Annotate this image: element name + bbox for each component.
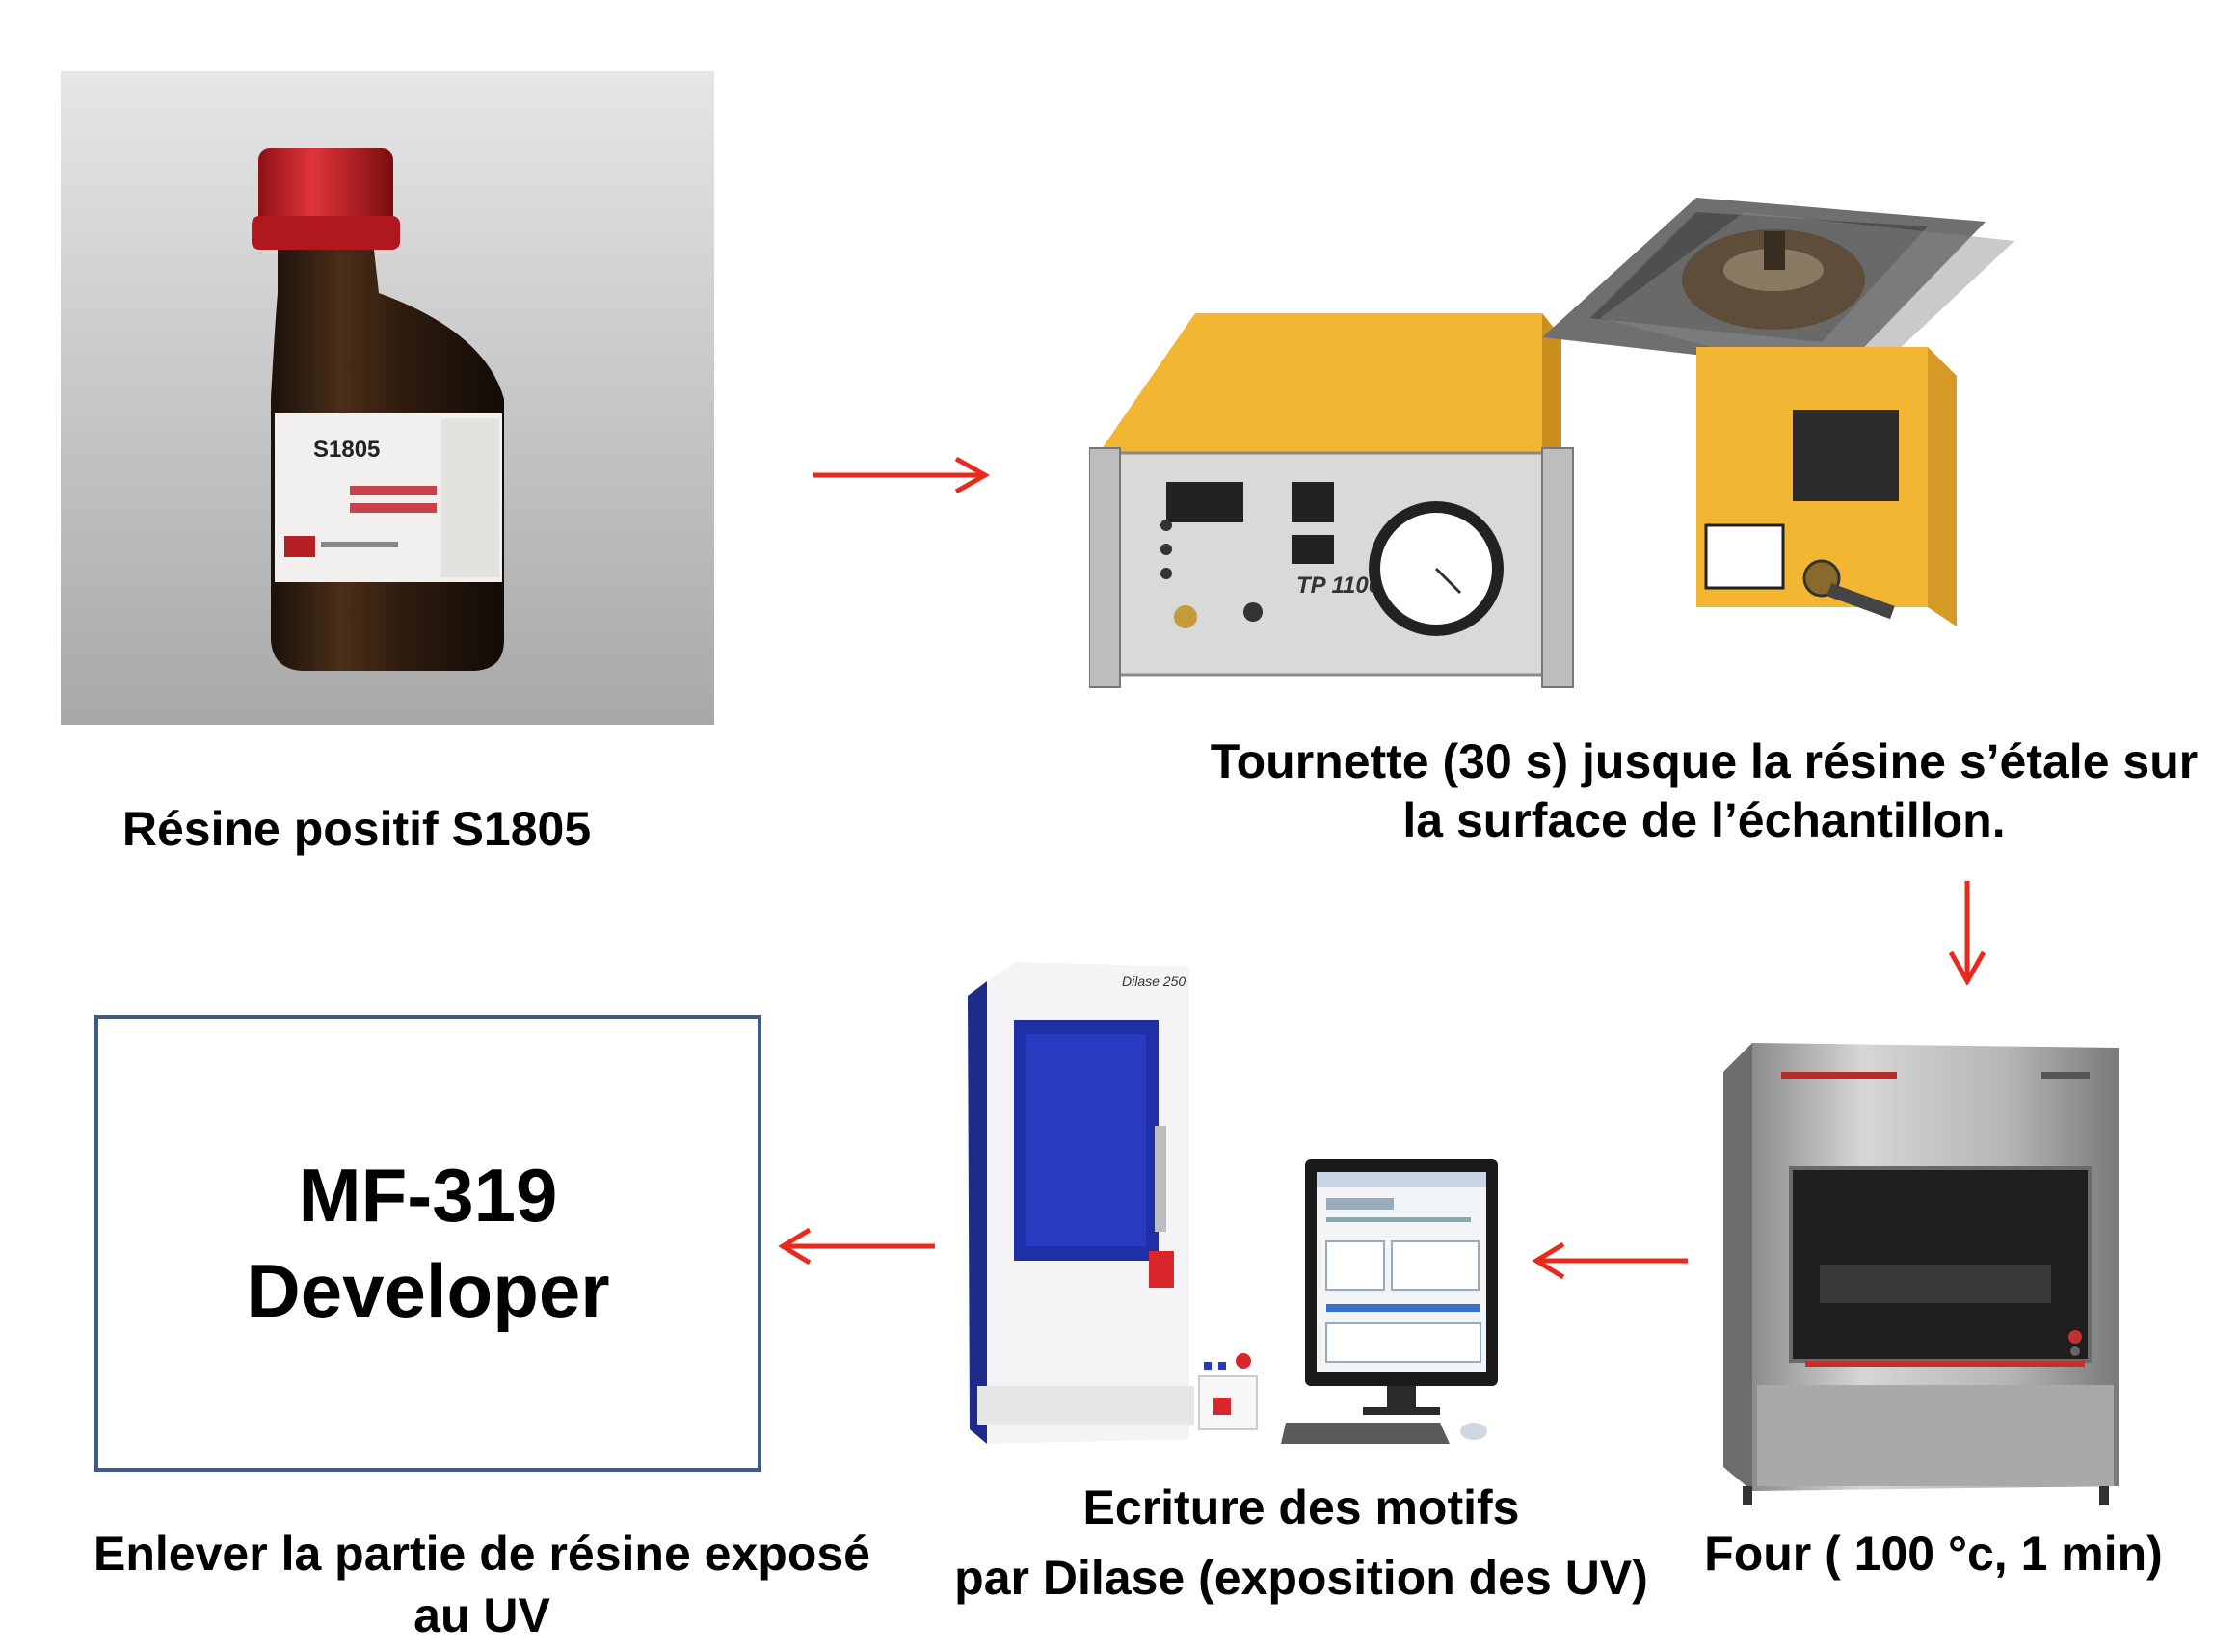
- oven-caption: Four ( 100 °c, 1 min): [1704, 1527, 2163, 1581]
- spin-coater-photo: TP 1100: [1088, 154, 2053, 704]
- developer-caption-line2: au UV: [413, 1588, 550, 1642]
- spin-coater-caption-line1: Tournette (30 s) jusque la résine s’étal…: [1210, 734, 2199, 788]
- arrow-right-icon: [812, 453, 991, 497]
- arrow-left-icon: [1531, 1239, 1690, 1283]
- resin-bottle-photo: S1805: [61, 71, 714, 725]
- oven-photo: [1714, 1043, 2138, 1505]
- spin-coater-caption: Tournette (30 s) jusque la résine s’étal…: [1195, 733, 2213, 850]
- spin-coater-device-label: TP 1100: [1296, 573, 1382, 599]
- developer-box: MF-319 Developer: [94, 1015, 761, 1472]
- dilase-photo: Dilase 250: [968, 962, 1536, 1463]
- dilase-device-label: Dilase 250: [1122, 973, 1186, 989]
- developer-box-line2: Developer: [246, 1248, 610, 1333]
- dilase-caption: Ecriture des motifs par Dilase (expositi…: [945, 1473, 1658, 1612]
- developer-caption: Enlever la partie de résine exposé au UV: [39, 1523, 925, 1646]
- dilase-caption-line1: Ecriture des motifs: [1082, 1480, 1520, 1534]
- dilase-caption-line2: par Dilase (exposition des UV): [954, 1550, 1648, 1605]
- arrow-down-icon: [1945, 879, 1989, 987]
- developer-caption-line1: Enlever la partie de résine exposé: [93, 1527, 870, 1581]
- arrow-left-icon: [777, 1224, 937, 1268]
- resin-caption: Résine positif S1805: [121, 802, 592, 856]
- bottle-label-text: S1805: [313, 437, 380, 463]
- developer-box-line1: MF-319: [298, 1152, 558, 1238]
- spin-coater-caption-line2: la surface de l’échantillon.: [1402, 793, 2006, 847]
